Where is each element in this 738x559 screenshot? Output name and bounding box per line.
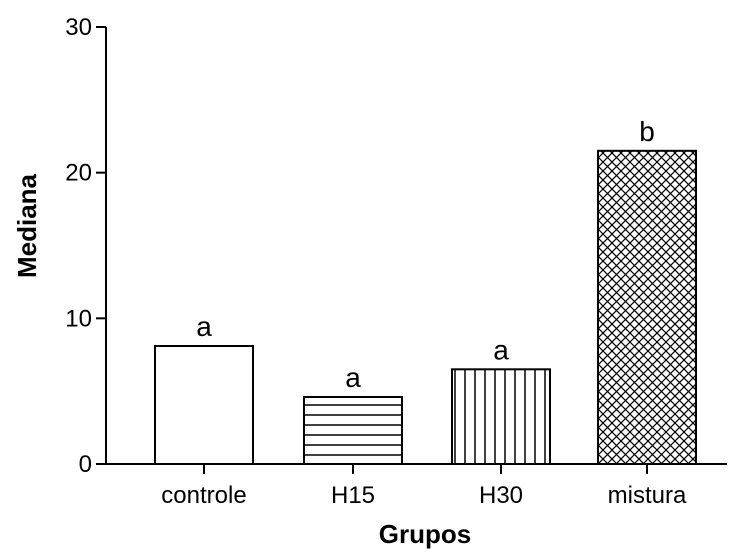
significance-label-controle: a <box>196 311 212 342</box>
x-tick-label-controle: controle <box>161 482 246 509</box>
significance-label-H30: a <box>493 334 509 365</box>
bar-H15 <box>303 395 403 466</box>
x-tick-label-H15: H15 <box>331 482 375 509</box>
bar-mistura <box>597 149 697 465</box>
significance-labels: a a a b <box>196 116 655 393</box>
y-tick-label: 10 <box>65 305 92 332</box>
bar-controle <box>154 345 254 466</box>
y-axis-ticks: 0 10 20 30 <box>65 14 106 478</box>
y-axis-title: Mediana <box>12 173 42 278</box>
x-tick-label-mistura: mistura <box>608 482 687 509</box>
x-axis-title: Grupos <box>379 519 471 549</box>
y-tick-label: 0 <box>79 451 92 478</box>
bars-layer <box>154 149 697 466</box>
significance-label-mistura: b <box>639 116 655 147</box>
x-tick-label-H30: H30 <box>479 482 523 509</box>
x-axis-category-labels: controle H15 H30 mistura <box>161 464 687 509</box>
significance-label-H15: a <box>345 362 361 393</box>
y-tick-label: 30 <box>65 14 92 41</box>
bar-H30 <box>451 368 551 466</box>
y-tick-label: 20 <box>65 160 92 187</box>
axes <box>105 27 727 465</box>
